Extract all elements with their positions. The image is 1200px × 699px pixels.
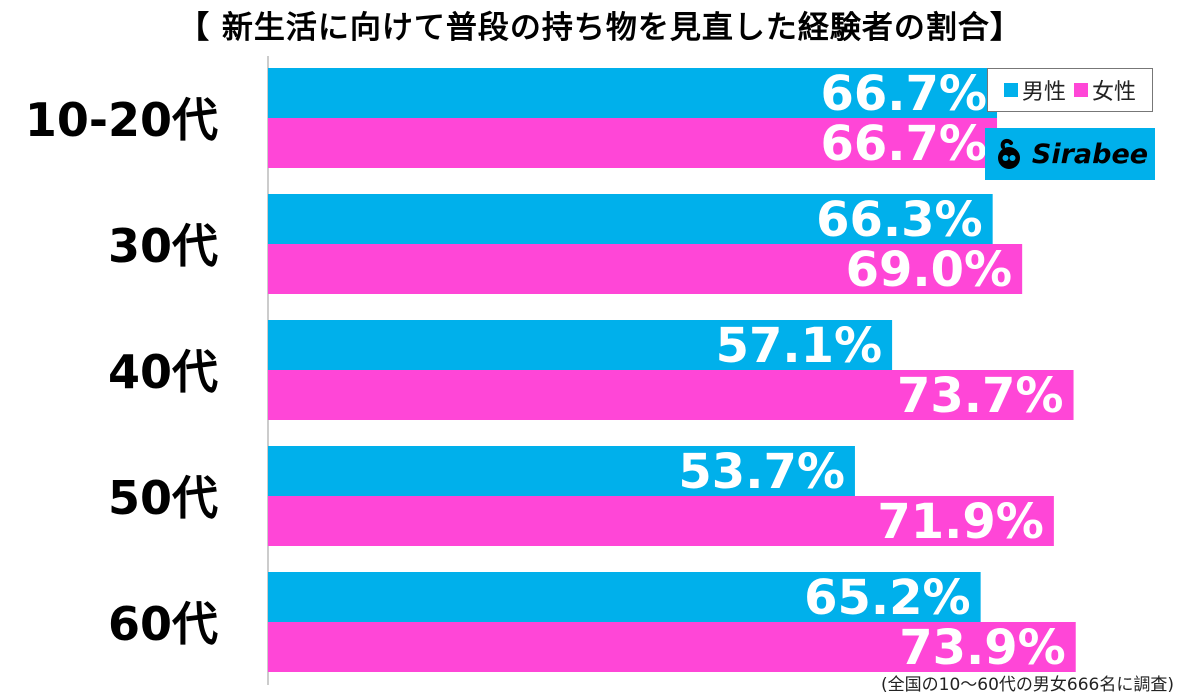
bar-female xyxy=(268,244,1023,294)
data-label: 71.9% xyxy=(877,494,1044,550)
category-label: 30代 xyxy=(108,219,218,273)
legend-label-female: 女性 xyxy=(1092,80,1137,105)
legend-item-female: 女性 xyxy=(1074,74,1136,106)
bar-female xyxy=(268,622,1076,672)
legend-swatch-male xyxy=(1003,83,1018,97)
bar-female xyxy=(268,118,998,168)
sirabee-logo-icon xyxy=(997,138,1020,169)
bar-female xyxy=(268,370,1074,420)
legend-swatch-female xyxy=(1074,83,1088,97)
bar-male xyxy=(268,68,998,118)
brand-name: Sirabee xyxy=(1031,138,1149,170)
data-label: 53.7% xyxy=(678,444,845,500)
bar-male xyxy=(268,320,893,370)
bar-female xyxy=(268,496,1054,546)
data-label: 57.1% xyxy=(716,318,883,374)
data-label: 66.3% xyxy=(816,192,983,248)
bar-male xyxy=(268,194,993,244)
data-label: 69.0% xyxy=(846,242,1013,298)
data-label: 73.7% xyxy=(897,368,1064,424)
bar-male xyxy=(268,446,855,496)
chart-title: 【 新生活に向けて普段の持ち物を見直した経験者の割合】 xyxy=(178,10,1022,46)
footnote: (全国の10～60代の男女666名に調査) xyxy=(881,675,1174,695)
brand-logo: Sirabee xyxy=(985,128,1155,180)
category-label: 60代 xyxy=(108,597,218,651)
legend-label-male: 男性 xyxy=(1021,80,1066,105)
category-label: 10-20代 xyxy=(25,93,218,147)
data-label: 73.9% xyxy=(899,620,1066,676)
bar-male xyxy=(268,572,981,622)
legend-item-male: 男性 xyxy=(1003,74,1066,106)
data-label: 66.7% xyxy=(820,66,987,122)
data-label: 65.2% xyxy=(804,570,971,626)
category-label: 50代 xyxy=(108,471,218,525)
data-label: 66.7% xyxy=(820,116,987,172)
legend: 男性 女性 xyxy=(987,68,1153,112)
category-label: 40代 xyxy=(108,345,218,399)
